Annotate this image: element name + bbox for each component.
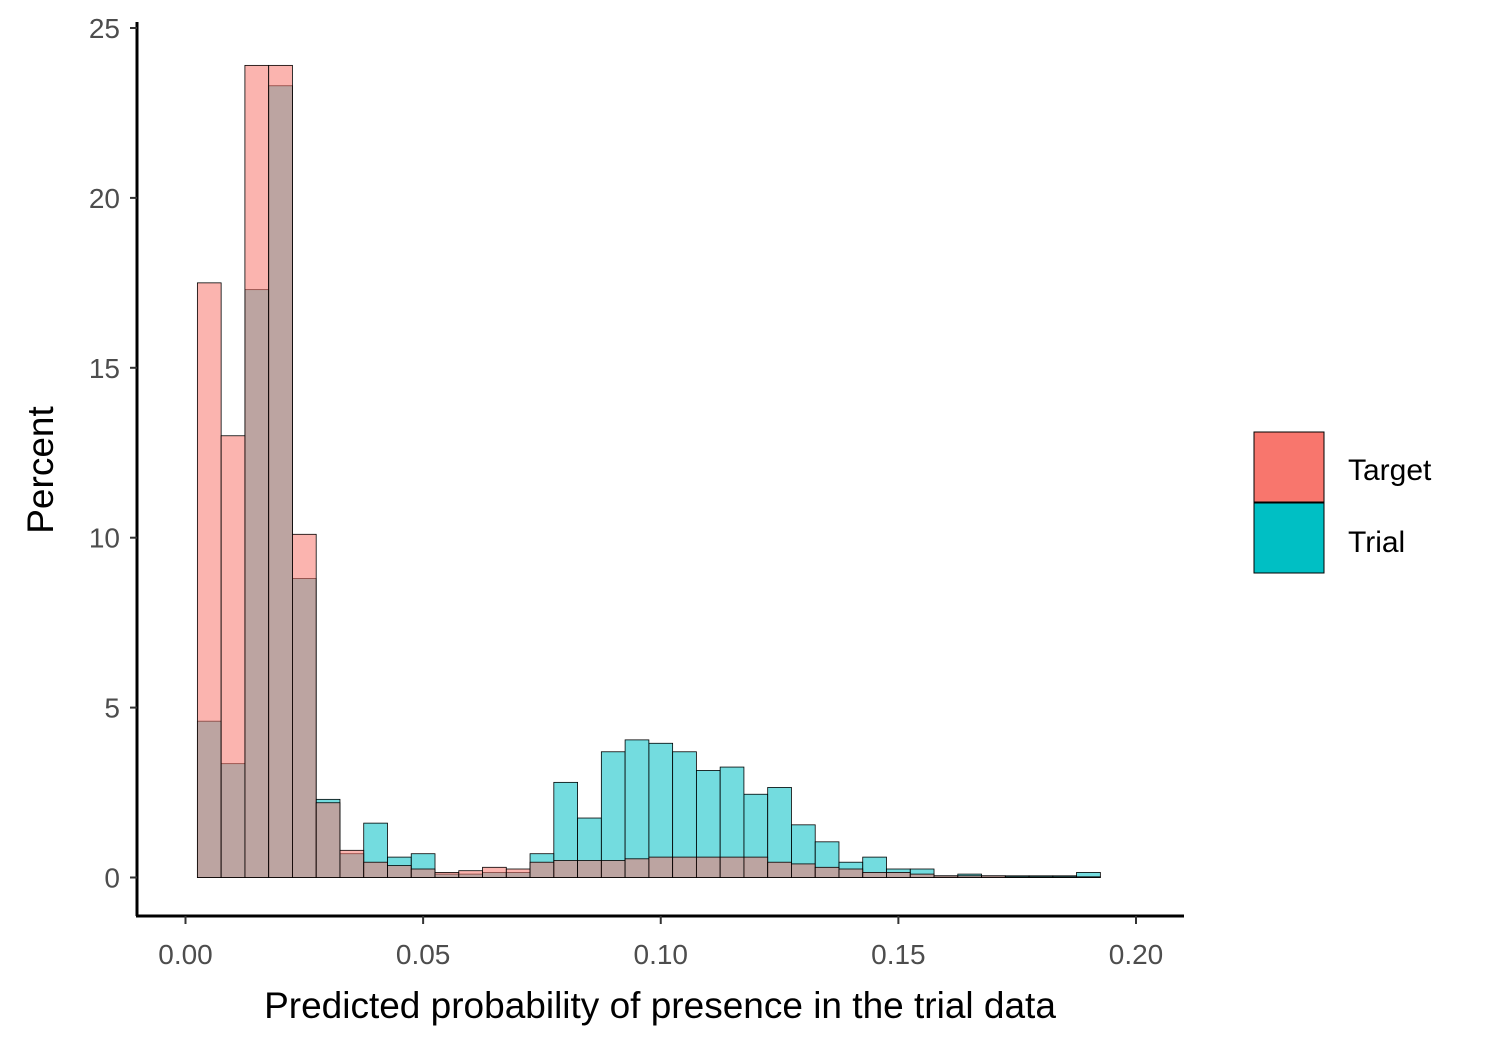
target-bar-9 [410,868,436,878]
target-bar-0 [196,282,222,878]
target-bar-15 [553,860,578,878]
target-bar-8 [387,865,412,878]
target-bar-27 [838,868,864,878]
y-tick-label: 5 [104,693,120,724]
x-ticks: 0.00 0.05 0.10 0.15 0.20 [158,916,1163,970]
target-bar-4 [292,533,317,878]
trial-bars [196,85,1101,878]
x-tick-label: 0.15 [871,939,926,970]
target-bar-33 [981,875,1006,878]
x-tick-label: 0.10 [634,939,689,970]
target-bars [196,64,1101,878]
x-tick-label: 0.05 [396,939,451,970]
y-tick-label: 10 [89,523,120,554]
target-bar-32 [957,875,982,878]
target-bar-22 [719,856,745,878]
target-bar-36 [1052,876,1077,878]
target-bar-34 [1004,876,1030,878]
target-bar-23 [743,856,769,878]
target-bar-37 [1076,876,1101,878]
y-ticks: 0 5 10 15 20 25 [89,13,137,894]
x-tick-label: 0.20 [1109,939,1164,970]
legend: Target Trial [1253,431,1432,574]
target-bar-31 [933,875,959,878]
y-axis-title: Percent [20,406,61,534]
legend-key-trial [1253,502,1325,574]
target-bar-6 [339,849,365,878]
target-bar-29 [886,872,911,878]
target-bar-7 [363,861,388,878]
target-bar-11 [458,870,483,878]
y-tick-label: 25 [89,13,120,44]
target-bar-21 [695,856,721,878]
target-bar-25 [791,863,816,878]
target-bar-19 [648,856,674,878]
target-bar-20 [672,856,697,878]
target-bar-28 [862,872,887,878]
target-bar-10 [434,872,460,878]
target-bar-26 [814,866,840,878]
target-bar-18 [624,858,650,878]
target-bar-12 [482,866,507,878]
legend-label-trial: Trial [1348,526,1405,559]
y-tick-label: 15 [89,353,120,384]
trial-bar-18 [624,739,650,878]
legend-label-target: Target [1348,454,1432,487]
trial-bar-17 [600,751,626,878]
x-axis-title: Predicted probability of presence in the… [264,985,1056,1026]
target-bar-24 [767,861,792,878]
target-bar-35 [1028,876,1054,878]
target-bar-30 [909,873,935,878]
y-tick-label: 0 [104,863,120,894]
target-bar-3 [268,64,293,878]
target-bar-2 [244,64,270,878]
target-bar-5 [315,802,341,878]
x-tick-label: 0.00 [158,939,213,970]
target-bar-1 [220,435,246,878]
target-bar-17 [600,860,626,878]
y-tick-label: 20 [89,183,120,214]
target-bar-13 [505,868,531,878]
legend-key-target [1253,431,1325,503]
target-bar-16 [577,860,602,878]
target-bar-14 [529,861,555,878]
